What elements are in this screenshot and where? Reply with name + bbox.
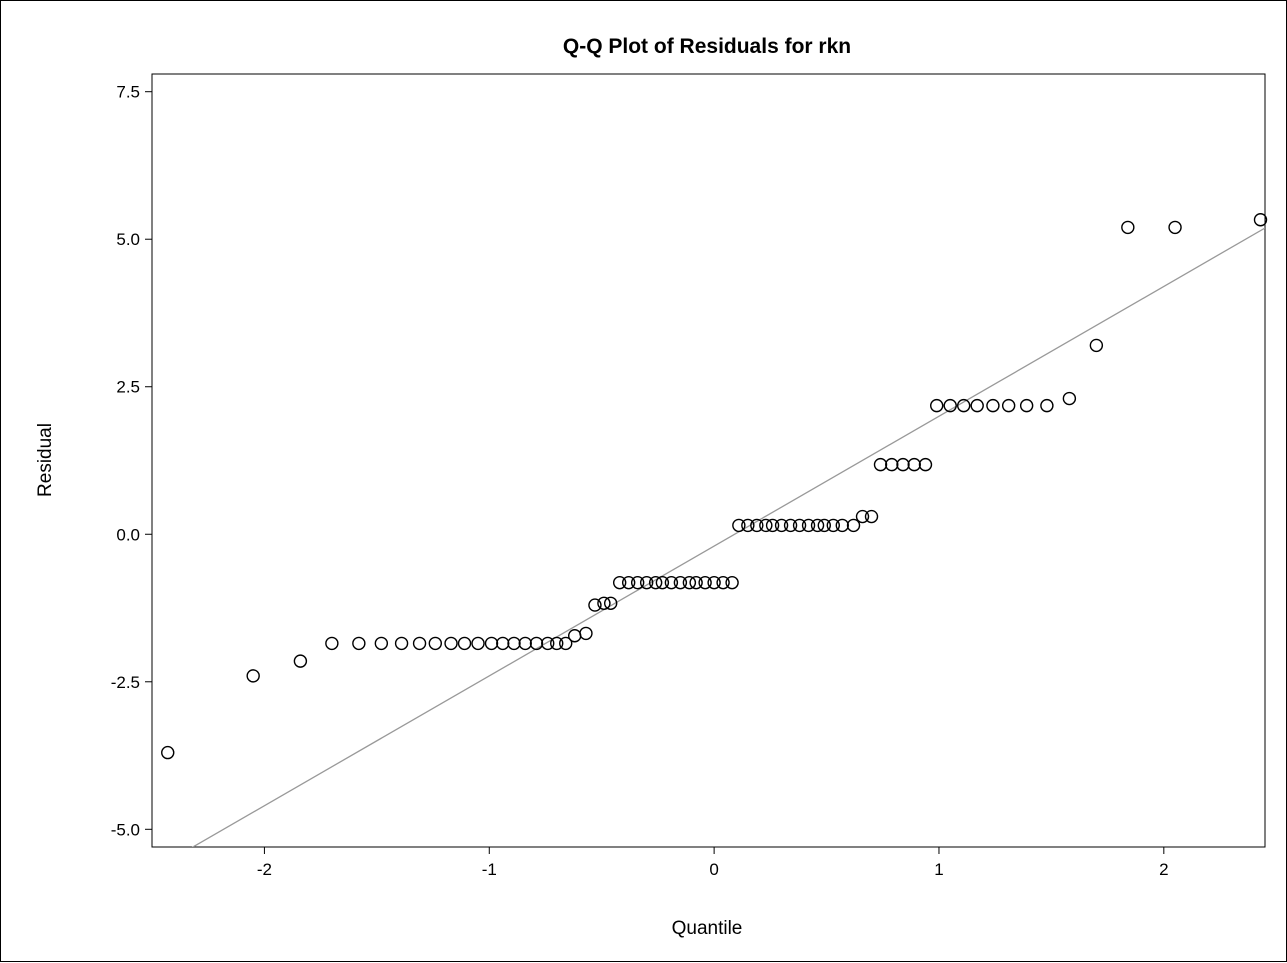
data-point — [621, 575, 636, 590]
data-point — [1168, 220, 1182, 235]
data-point — [541, 636, 555, 651]
data-point — [817, 518, 831, 533]
data-point — [484, 636, 499, 651]
data-point — [412, 636, 427, 651]
data-point — [765, 518, 780, 533]
data-point — [725, 575, 739, 590]
data-point — [655, 575, 670, 590]
data-point — [774, 518, 789, 533]
data-point — [698, 575, 712, 590]
data-point — [1019, 398, 1034, 413]
data-point — [394, 636, 409, 651]
x-tick-label: 0 — [709, 860, 718, 879]
data-point — [444, 636, 458, 651]
data-point — [885, 457, 899, 472]
data-point — [741, 518, 755, 533]
data-point — [835, 518, 849, 533]
data-point — [864, 509, 879, 524]
data-point — [759, 518, 773, 533]
data-point — [471, 636, 485, 651]
x-tick-label: 2 — [1159, 860, 1168, 879]
chart-title: Q-Q Plot of Residuals for rkn — [563, 35, 851, 58]
data-point — [529, 636, 544, 651]
data-point — [826, 518, 840, 533]
data-point — [682, 575, 697, 590]
data-point — [352, 636, 366, 651]
data-point — [325, 636, 339, 651]
data-point — [1089, 338, 1104, 353]
data-point — [801, 518, 816, 533]
data-point — [732, 518, 746, 533]
data-point — [293, 654, 308, 668]
data-point — [664, 575, 679, 590]
x-axis-label: Quantile — [672, 918, 743, 939]
data-point — [673, 575, 688, 590]
data-point — [374, 636, 389, 651]
data-point — [943, 398, 957, 413]
data-point — [428, 636, 443, 651]
data-point — [810, 518, 825, 533]
data-point — [707, 575, 721, 590]
x-tick-label: -2 — [257, 860, 272, 879]
data-point — [873, 457, 888, 472]
data-point — [930, 398, 944, 413]
data-point — [1253, 213, 1268, 227]
y-tick-label: 5.0 — [116, 230, 140, 249]
data-point — [496, 636, 510, 651]
data-point — [612, 575, 627, 590]
data-point — [907, 457, 921, 472]
y-tick-label: 2.5 — [116, 378, 140, 397]
data-point — [246, 669, 260, 683]
y-tick-label: -5.0 — [111, 820, 140, 839]
x-tick-label: 1 — [934, 860, 943, 879]
data-point — [639, 575, 654, 590]
plot-border — [151, 73, 1266, 848]
data-point — [1040, 398, 1054, 413]
data-point — [507, 636, 521, 651]
data-point — [559, 636, 573, 651]
data-point — [550, 636, 564, 651]
data-point — [1121, 220, 1135, 235]
data-point — [518, 636, 532, 651]
y-tick-label: -2.5 — [111, 673, 140, 692]
data-point — [579, 626, 593, 641]
data-point — [957, 398, 971, 413]
data-point — [896, 457, 910, 472]
data-point — [986, 398, 1000, 413]
data-point — [1062, 391, 1077, 406]
data-point — [970, 398, 984, 413]
data-point — [568, 629, 582, 643]
data-point — [855, 509, 870, 524]
data-point — [1001, 398, 1016, 413]
y-tick-label: 7.5 — [116, 83, 140, 102]
data-point — [792, 518, 807, 533]
data-point — [457, 636, 472, 651]
data-point — [689, 575, 703, 590]
plot-area: -2 -1 0 1 2 -5.0 -2.5 0.0 2.5 5.0 7.5 — [111, 73, 1268, 879]
data-point — [161, 745, 175, 760]
data-point — [603, 596, 618, 610]
data-point — [716, 575, 730, 590]
data-point — [597, 596, 611, 610]
data-point — [588, 598, 602, 612]
data-point — [648, 575, 663, 590]
data-point — [783, 518, 798, 533]
data-point — [630, 575, 645, 590]
y-axis-label: Residual — [35, 423, 56, 497]
data-point — [750, 518, 764, 533]
reference-line — [191, 227, 1265, 847]
data-point — [918, 457, 933, 472]
y-tick-label: 0.0 — [116, 525, 140, 544]
data-point — [846, 518, 861, 533]
x-tick-label: -1 — [482, 860, 497, 879]
